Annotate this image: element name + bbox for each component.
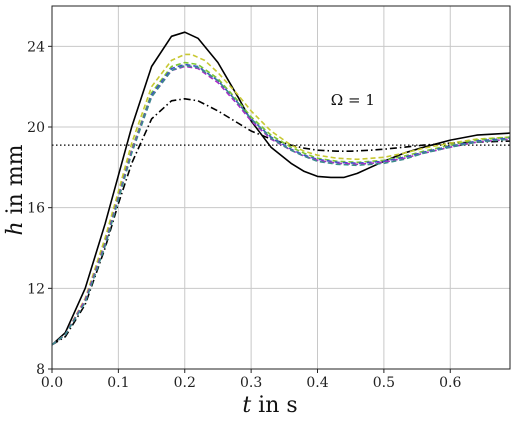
y-axis-unit: in mm [3,144,28,221]
x-tick-labels: 0.0 0.1 0.2 0.3 0.4 0.5 0.6 [41,369,461,391]
annotation-omega: Ω = 1 [331,91,375,109]
series-line-6 [51,65,511,346]
x-tick-label: 0.2 [174,375,196,391]
x-axis-label: t in s [242,393,297,418]
series-line-4 [51,61,511,346]
y-tick-label: 16 [27,201,45,217]
y-tick-label: 12 [27,281,45,297]
grid [51,6,510,370]
y-tick-label: 8 [36,362,45,378]
series-line-3 [51,53,511,346]
plot-frame [51,5,511,370]
x-tick-label: 0.5 [373,375,395,391]
y-tick-label: 20 [27,120,45,136]
series-line-1 [51,31,511,346]
x-tick-label: 0.1 [107,375,129,391]
y-axis-label: h in mm [3,144,28,235]
x-axis-var: t [242,393,251,418]
x-tick-label: 0.6 [439,375,461,391]
y-axis-var: h [3,221,28,235]
x-tick-label: 0.3 [240,375,262,391]
series-line-5 [51,63,511,346]
y-tick-label: 24 [27,39,45,55]
series-line-2 [51,98,511,346]
x-axis-unit: in s [251,393,297,418]
y-tick-labels: 8 12 16 20 24 [27,39,52,378]
series-line-7 [51,64,511,346]
series-group [51,31,511,346]
x-tick-label: 0.0 [41,375,63,391]
x-tick-label: 0.4 [306,375,328,391]
